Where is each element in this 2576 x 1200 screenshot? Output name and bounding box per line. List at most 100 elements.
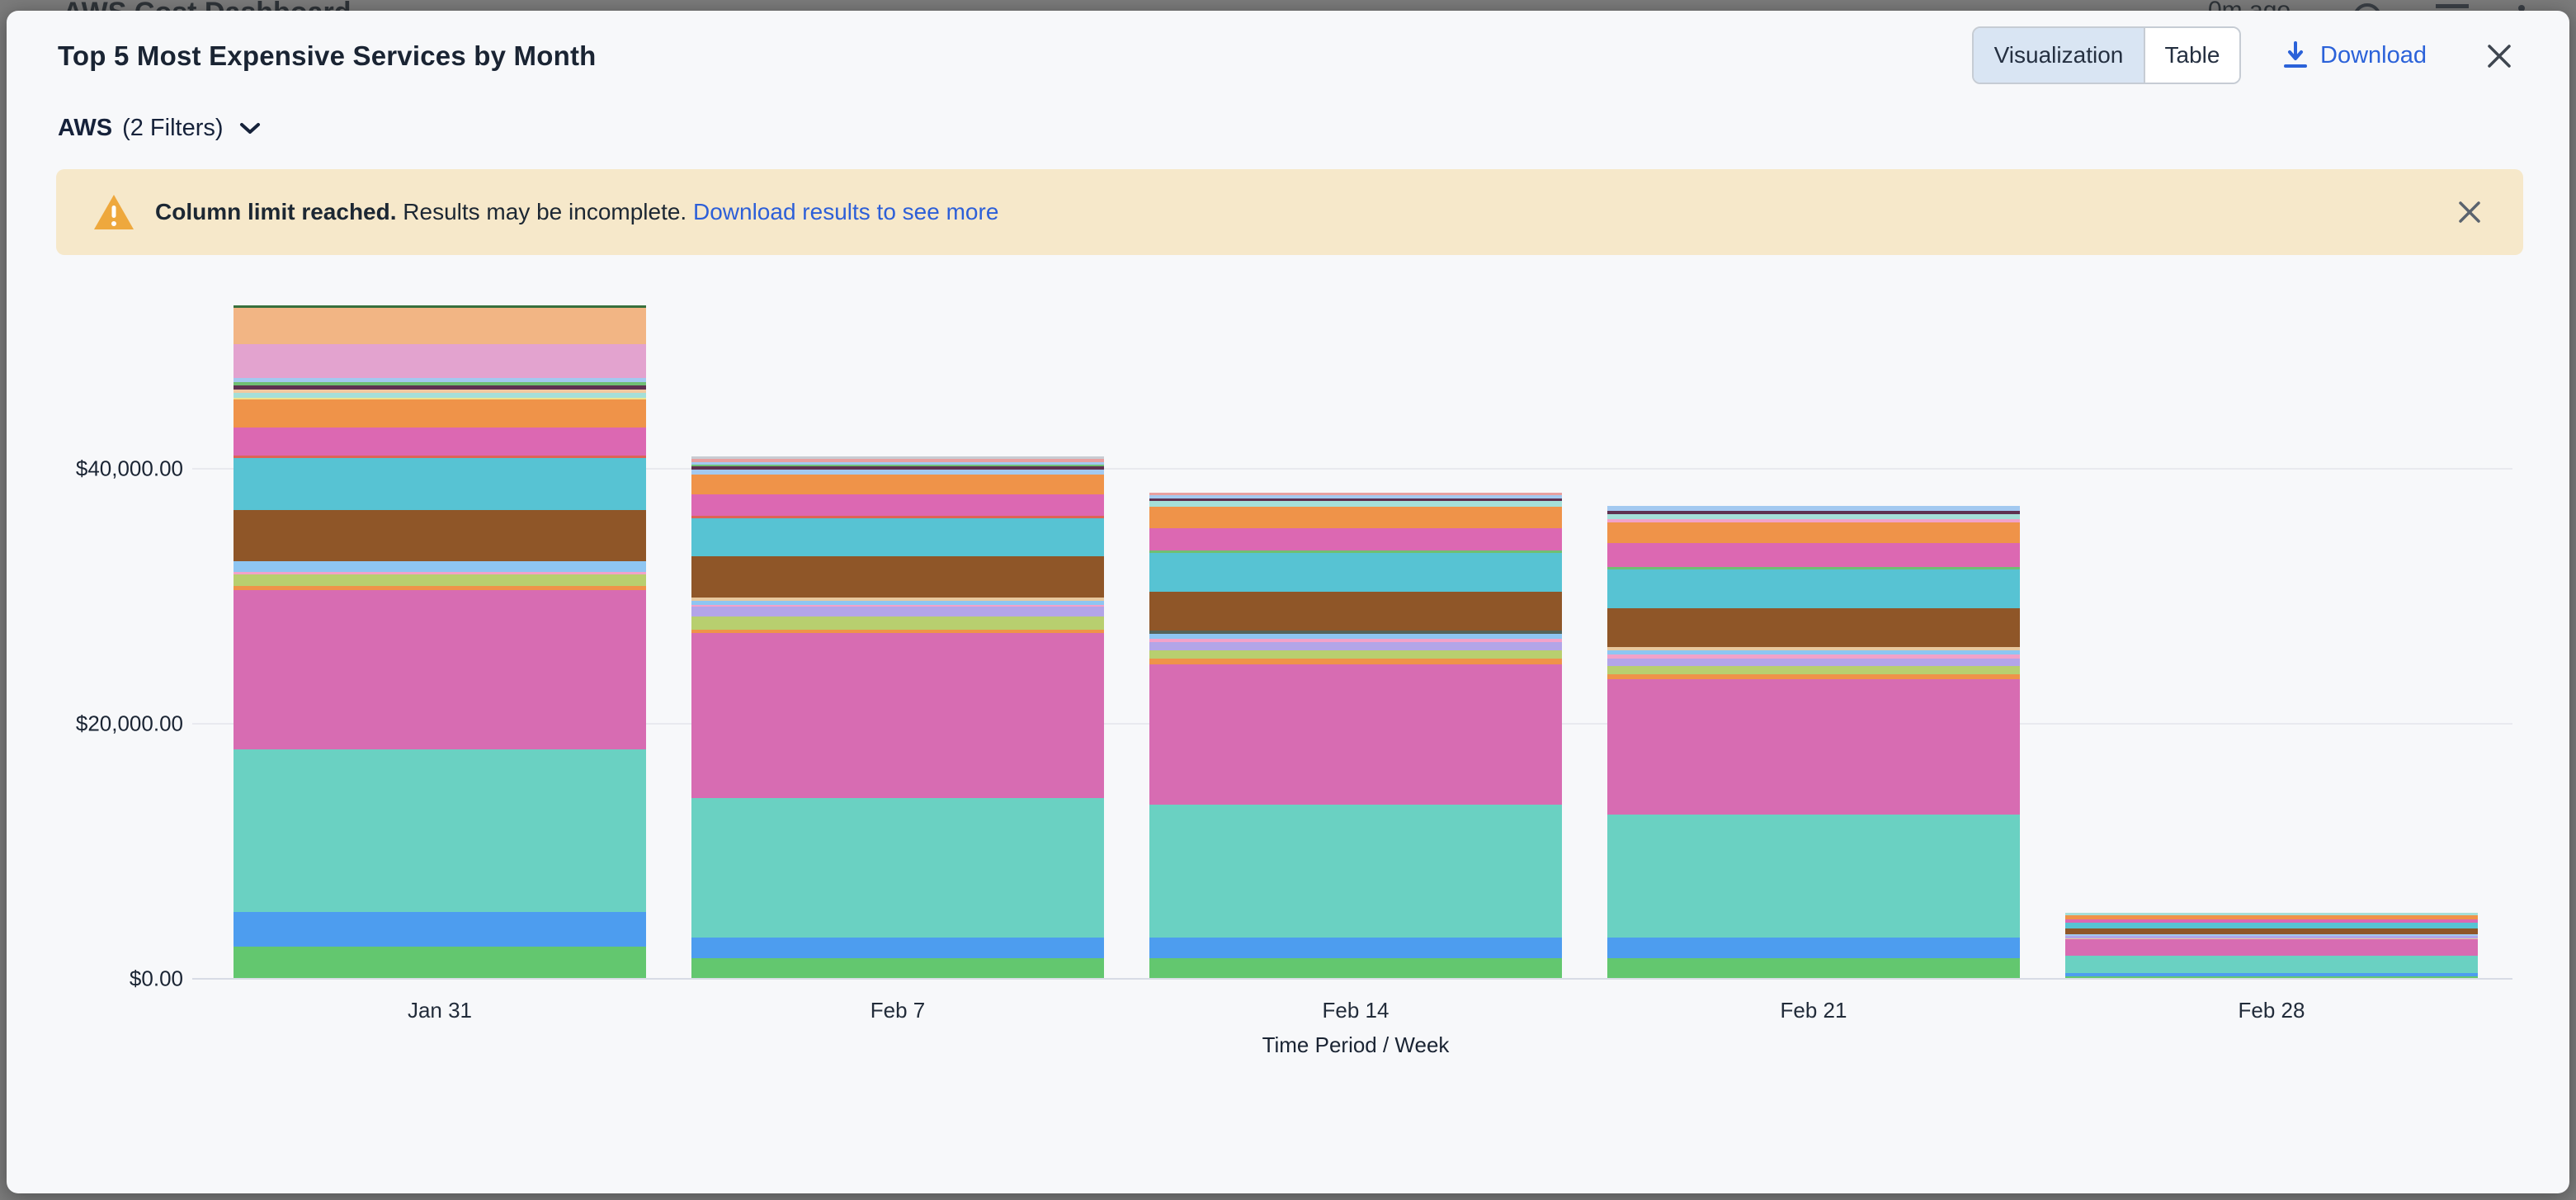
bar-segment[interactable] <box>1607 567 2020 569</box>
bar-segment[interactable] <box>1149 495 1562 498</box>
bar-segment[interactable] <box>234 947 646 978</box>
bar-segment[interactable] <box>234 308 646 344</box>
bar-segment[interactable] <box>1607 654 2020 659</box>
bar-segment[interactable] <box>1149 550 1562 553</box>
bar-segment[interactable] <box>691 459 1104 462</box>
bar-segment[interactable] <box>234 428 646 456</box>
bar-segment[interactable] <box>234 912 646 947</box>
bar-segment[interactable] <box>1149 938 1562 958</box>
modal-close-button[interactable] <box>2480 37 2518 75</box>
bar-segment[interactable] <box>234 590 646 749</box>
bar-segment[interactable] <box>1607 569 2020 608</box>
bar-segment[interactable] <box>691 494 1104 516</box>
bar-segment[interactable] <box>1607 666 2020 674</box>
bar-segment[interactable] <box>691 633 1104 798</box>
bar-segment[interactable] <box>234 393 646 398</box>
bar-segment[interactable] <box>1149 659 1562 664</box>
bar-segment[interactable] <box>2065 976 2478 978</box>
bar-segment[interactable] <box>234 510 646 561</box>
bar-segment[interactable] <box>691 605 1104 607</box>
bar-segment[interactable] <box>691 958 1104 978</box>
bar-segment[interactable] <box>234 586 646 590</box>
bar-segment[interactable] <box>2065 919 2478 923</box>
bar-segment[interactable] <box>1607 647 2020 650</box>
bar-segment[interactable] <box>2065 928 2478 934</box>
bar-segment[interactable] <box>1149 650 1562 659</box>
bar-segment[interactable] <box>691 475 1104 494</box>
banner-close-button[interactable] <box>2451 193 2489 231</box>
bar-segment[interactable] <box>1607 514 2020 519</box>
bar-segment[interactable] <box>234 399 646 428</box>
bar-segment[interactable] <box>1149 634 1562 639</box>
bar-segment[interactable] <box>1607 608 2020 647</box>
bar-segment[interactable] <box>691 607 1104 617</box>
bar-segment[interactable] <box>234 749 646 912</box>
bar-segment[interactable] <box>1149 528 1562 550</box>
bar-segment[interactable] <box>1607 511 2020 514</box>
bar-segment[interactable] <box>691 617 1104 630</box>
bar-segment[interactable] <box>1149 642 1562 650</box>
bar-segment[interactable] <box>234 305 646 308</box>
bar-segment[interactable] <box>1607 522 2020 543</box>
filter-dropdown[interactable]: AWS (2 Filters) <box>58 115 262 142</box>
bar-segment[interactable] <box>234 382 646 385</box>
bar-segment[interactable] <box>1607 519 2020 522</box>
bar-segment[interactable] <box>2065 936 2478 938</box>
bar-segment[interactable] <box>2065 938 2478 939</box>
bar-segment[interactable] <box>234 458 646 510</box>
view-toggle-visualization[interactable]: Visualization <box>1974 28 2145 83</box>
bar-segment[interactable] <box>1149 631 1562 634</box>
bar-segment[interactable] <box>234 344 646 378</box>
bar-segment[interactable] <box>1607 543 2020 567</box>
bar-segment[interactable] <box>234 572 646 574</box>
bar-segment[interactable] <box>1149 507 1562 528</box>
bar-segment[interactable] <box>234 574 646 586</box>
bar-segment[interactable] <box>1149 592 1562 631</box>
bar-segment[interactable] <box>691 516 1104 518</box>
bar-segment[interactable] <box>691 630 1104 633</box>
bar-segment[interactable] <box>1149 553 1562 592</box>
bar-segment[interactable] <box>2065 913 2478 915</box>
bar-segment[interactable] <box>2065 956 2478 973</box>
bar-segment[interactable] <box>2065 915 2478 919</box>
bar-segment[interactable] <box>1149 501 1562 507</box>
bar-segment[interactable] <box>691 470 1104 475</box>
bar-segment[interactable] <box>1607 815 2020 938</box>
bar-segment[interactable] <box>1607 650 2020 654</box>
bar-segment[interactable] <box>1607 679 2020 815</box>
banner-download-link[interactable]: Download results to see more <box>693 199 999 224</box>
bar-segment[interactable] <box>234 456 646 458</box>
bar-segment[interactable] <box>691 798 1104 938</box>
bar-segment[interactable] <box>691 462 1104 465</box>
bar-segment[interactable] <box>691 466 1104 470</box>
bar-segment[interactable] <box>1149 639 1562 642</box>
bar-segment[interactable] <box>691 518 1104 556</box>
bar-segment[interactable] <box>1149 664 1562 805</box>
bar-segment[interactable] <box>1607 674 2020 679</box>
bar-segment[interactable] <box>691 456 1104 459</box>
bar-segment[interactable] <box>691 598 1104 601</box>
bar-segment[interactable] <box>691 601 1104 605</box>
bar-segment[interactable] <box>2065 923 2478 928</box>
bar-segment[interactable] <box>234 378 646 382</box>
bar-segment[interactable] <box>691 938 1104 958</box>
bar-segment[interactable] <box>234 398 646 399</box>
download-button[interactable]: Download <box>2282 32 2427 78</box>
bar-segment[interactable] <box>2065 939 2478 956</box>
view-toggle-table[interactable]: Table <box>2145 28 2239 83</box>
bar-segment[interactable] <box>691 465 1104 466</box>
bar-segment[interactable] <box>691 556 1104 598</box>
bar-segment[interactable] <box>1149 498 1562 501</box>
bar-segment[interactable] <box>1149 805 1562 938</box>
bar-segment[interactable] <box>234 561 646 572</box>
bar-segment[interactable] <box>1607 506 2020 511</box>
bar-segment[interactable] <box>1149 958 1562 978</box>
bar-segment[interactable] <box>1149 493 1562 495</box>
bar-segment[interactable] <box>1607 659 2020 666</box>
bar-segment[interactable] <box>1607 938 2020 958</box>
bar-segment[interactable] <box>2065 934 2478 936</box>
bar-segment[interactable] <box>234 390 646 393</box>
bar-segment[interactable] <box>234 385 646 390</box>
bar-segment[interactable] <box>2065 973 2478 976</box>
bar-segment[interactable] <box>1607 958 2020 978</box>
